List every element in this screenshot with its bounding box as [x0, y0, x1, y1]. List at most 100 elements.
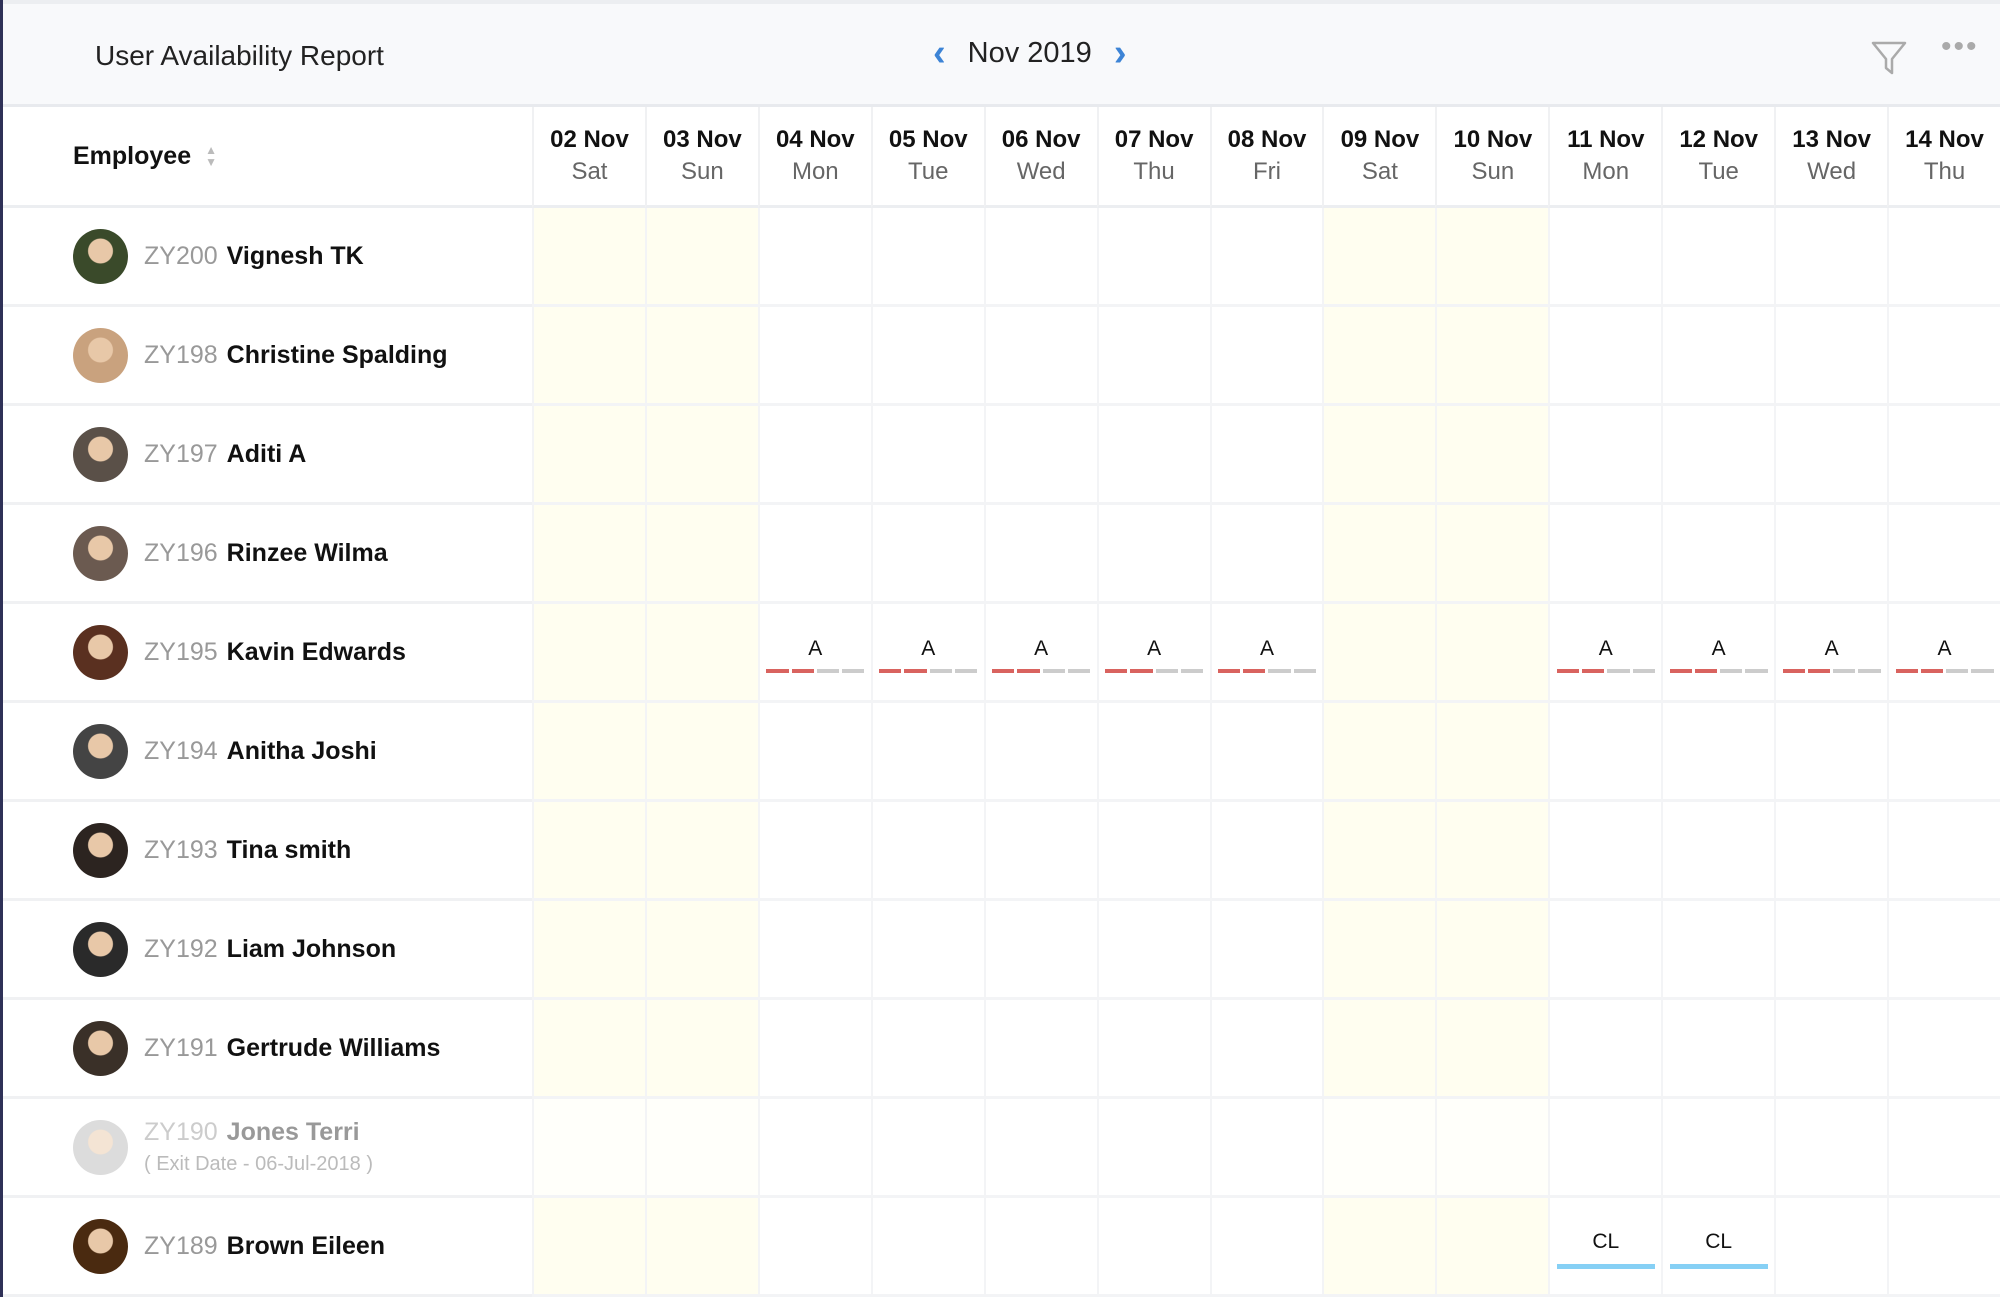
- day-cell[interactable]: [870, 1000, 984, 1099]
- day-cell[interactable]: [532, 1198, 645, 1297]
- day-cell[interactable]: [757, 1198, 871, 1297]
- day-cell[interactable]: [1548, 1099, 1662, 1198]
- day-cell[interactable]: [1435, 604, 1549, 703]
- day-cell[interactable]: [983, 406, 1097, 505]
- day-cell[interactable]: [1774, 1000, 1888, 1099]
- day-cell[interactable]: [1096, 703, 1210, 802]
- employee-name[interactable]: Brown Eileen: [226, 1231, 386, 1260]
- day-cell[interactable]: [983, 505, 1097, 604]
- day-cell[interactable]: [1435, 208, 1549, 307]
- day-cell[interactable]: [1322, 703, 1436, 802]
- employee-cell[interactable]: ZY200 Vignesh TK: [3, 208, 532, 307]
- day-cell[interactable]: [1209, 703, 1323, 802]
- sort-icon[interactable]: ▲ ▼: [205, 143, 217, 169]
- day-cell[interactable]: [1661, 703, 1775, 802]
- employee-cell[interactable]: ZY191 Gertrude Williams: [3, 1000, 532, 1099]
- day-cell[interactable]: [1209, 1198, 1323, 1297]
- day-cell[interactable]: [1548, 406, 1662, 505]
- day-cell[interactable]: [870, 1099, 984, 1198]
- day-cell[interactable]: A: [1096, 604, 1210, 703]
- day-cell[interactable]: [1548, 1000, 1662, 1099]
- day-cell[interactable]: [1096, 406, 1210, 505]
- day-cell[interactable]: [1774, 1198, 1888, 1297]
- day-cell[interactable]: [1548, 901, 1662, 1000]
- day-cell[interactable]: [1774, 703, 1888, 802]
- day-cell[interactable]: [1661, 307, 1775, 406]
- day-cell[interactable]: [1774, 406, 1888, 505]
- day-cell[interactable]: [1096, 505, 1210, 604]
- day-cell[interactable]: [644, 703, 758, 802]
- day-cell[interactable]: [1887, 703, 2000, 802]
- day-cell[interactable]: [1887, 1099, 2000, 1198]
- day-cell[interactable]: [1322, 406, 1436, 505]
- day-cell[interactable]: [1096, 208, 1210, 307]
- employee-cell[interactable]: ZY193 Tina smith: [3, 802, 532, 901]
- employee-cell[interactable]: ZY197 Aditi A: [3, 406, 532, 505]
- day-cell[interactable]: [1322, 1000, 1436, 1099]
- day-cell[interactable]: [1661, 1000, 1775, 1099]
- day-cell[interactable]: [1322, 505, 1436, 604]
- day-cell[interactable]: [1774, 505, 1888, 604]
- day-cell[interactable]: [1435, 505, 1549, 604]
- day-cell[interactable]: [1887, 307, 2000, 406]
- day-cell[interactable]: [983, 307, 1097, 406]
- day-cell[interactable]: A: [983, 604, 1097, 703]
- day-cell[interactable]: A: [1774, 604, 1888, 703]
- day-cell[interactable]: A: [1887, 604, 2000, 703]
- day-cell[interactable]: [1887, 505, 2000, 604]
- day-cell[interactable]: [1887, 901, 2000, 1000]
- day-cell[interactable]: [757, 802, 871, 901]
- day-cell[interactable]: [1096, 901, 1210, 1000]
- day-cell[interactable]: [1322, 604, 1436, 703]
- employee-name[interactable]: Christine Spalding: [226, 340, 448, 369]
- day-cell[interactable]: [757, 505, 871, 604]
- employee-cell[interactable]: ZY194 Anitha Joshi: [3, 703, 532, 802]
- more-horizontal-icon[interactable]: •••: [1941, 30, 1979, 63]
- chevron-left-icon[interactable]: ‹: [933, 32, 946, 74]
- day-cell[interactable]: [1774, 901, 1888, 1000]
- day-cell[interactable]: [757, 1000, 871, 1099]
- day-cell[interactable]: [532, 406, 645, 505]
- day-cell[interactable]: [1887, 1198, 2000, 1297]
- day-cell[interactable]: [1209, 802, 1323, 901]
- day-cell[interactable]: [644, 1000, 758, 1099]
- day-cell[interactable]: [1548, 802, 1662, 901]
- day-cell[interactable]: [644, 802, 758, 901]
- day-cell[interactable]: CL: [1548, 1198, 1662, 1297]
- employee-name[interactable]: Gertrude Williams: [226, 1033, 441, 1062]
- day-cell[interactable]: [870, 208, 984, 307]
- day-cell[interactable]: [1661, 802, 1775, 901]
- day-cell[interactable]: [1661, 406, 1775, 505]
- day-cell[interactable]: [983, 802, 1097, 901]
- day-cell[interactable]: [1435, 802, 1549, 901]
- day-cell[interactable]: [532, 1099, 645, 1198]
- day-cell[interactable]: [1661, 505, 1775, 604]
- day-cell[interactable]: [644, 307, 758, 406]
- day-cell[interactable]: [757, 703, 871, 802]
- day-cell[interactable]: [1322, 1099, 1436, 1198]
- day-cell[interactable]: [1209, 1000, 1323, 1099]
- day-cell[interactable]: [870, 703, 984, 802]
- day-cell[interactable]: [1435, 307, 1549, 406]
- day-cell[interactable]: [1322, 307, 1436, 406]
- day-cell[interactable]: [1887, 1000, 2000, 1099]
- day-cell[interactable]: [870, 1198, 984, 1297]
- day-cell[interactable]: [1322, 208, 1436, 307]
- employee-name[interactable]: Kavin Edwards: [226, 637, 406, 666]
- employee-name[interactable]: Anitha Joshi: [226, 736, 377, 765]
- day-cell[interactable]: [1548, 505, 1662, 604]
- employee-column-header[interactable]: Employee ▲ ▼: [3, 107, 532, 208]
- day-cell[interactable]: A: [757, 604, 871, 703]
- day-cell[interactable]: [1096, 1000, 1210, 1099]
- day-cell[interactable]: [532, 208, 645, 307]
- day-cell[interactable]: [983, 1198, 1097, 1297]
- day-cell[interactable]: [532, 703, 645, 802]
- employee-name[interactable]: Liam Johnson: [226, 934, 397, 963]
- day-cell[interactable]: [757, 208, 871, 307]
- day-cell[interactable]: [644, 505, 758, 604]
- day-cell[interactable]: [532, 901, 645, 1000]
- day-cell[interactable]: A: [1661, 604, 1775, 703]
- day-cell[interactable]: [870, 802, 984, 901]
- day-cell[interactable]: [1548, 703, 1662, 802]
- day-cell[interactable]: [1322, 1198, 1436, 1297]
